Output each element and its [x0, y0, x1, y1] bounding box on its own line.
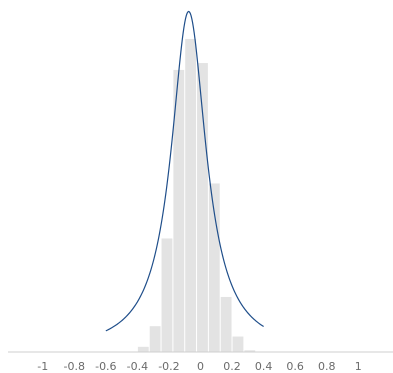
x-tick-label: 0: [197, 360, 204, 373]
x-tick-label: 0.6: [286, 360, 304, 373]
x-tick-label: -0.8: [64, 360, 85, 373]
x-tick-label: 0.4: [255, 360, 273, 373]
histogram-bar: [197, 63, 208, 352]
x-tick-label: 1: [355, 360, 362, 373]
histogram-bar: [161, 238, 173, 352]
histogram-bar: [137, 346, 149, 352]
histogram-bar: [173, 69, 185, 353]
x-tick-label: 0.2: [223, 360, 241, 373]
histogram-bar: [208, 183, 220, 352]
density-curve: [105, 10, 264, 332]
histogram-bars: [137, 38, 256, 353]
x-axis-ticks: -1 -0.8 -0.6 -0.4 -0.2 0 0.2 0.4 0.6 0.8 1: [37, 360, 362, 373]
x-tick-label: -0.6: [95, 360, 116, 373]
histogram-bar: [149, 326, 161, 352]
x-tick-label: -0.2: [158, 360, 179, 373]
histogram-bar: [185, 38, 197, 353]
x-tick-label: -1: [37, 360, 48, 373]
histogram-bar: [244, 350, 256, 352]
x-tick-label: 0.8: [318, 360, 336, 373]
histogram-bar: [232, 336, 244, 352]
x-tick-label: -0.4: [127, 360, 148, 373]
histogram-bar: [220, 296, 232, 352]
